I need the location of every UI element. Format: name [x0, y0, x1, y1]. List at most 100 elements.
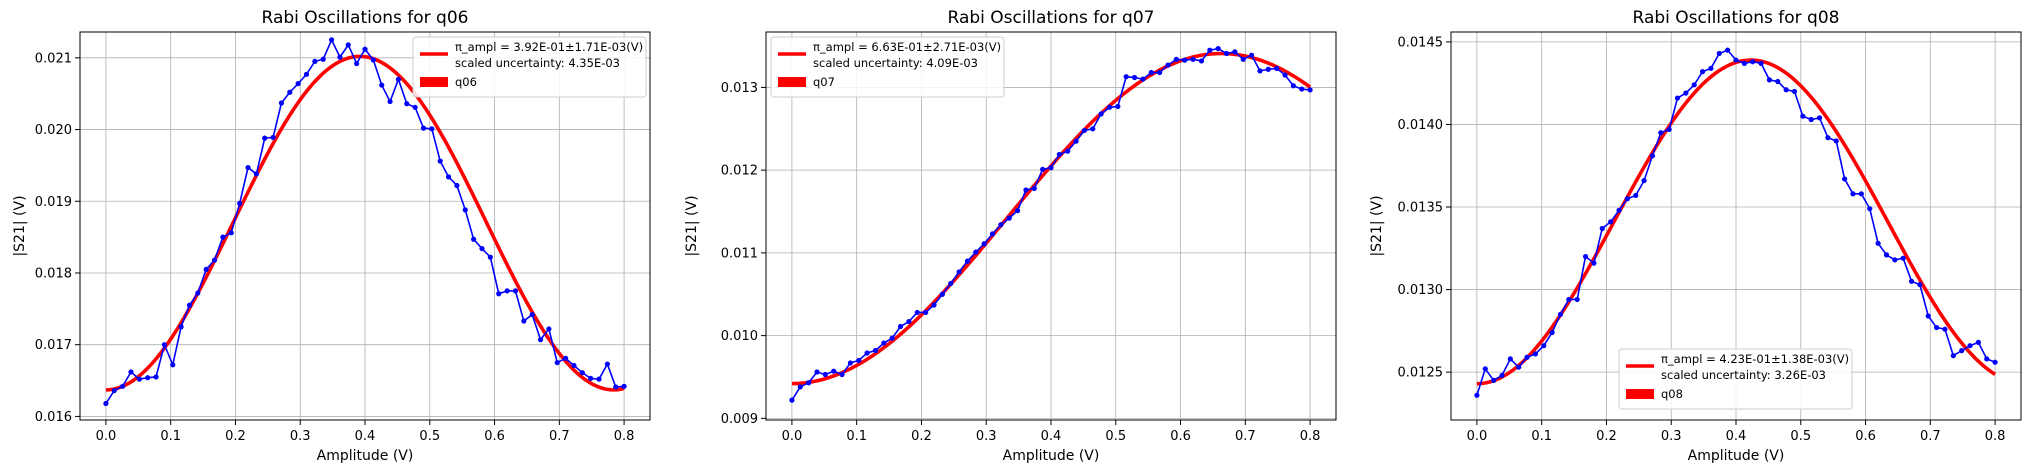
x-tick-label: 0.6	[1170, 429, 1191, 444]
data-point	[989, 231, 996, 237]
x-tick-label: 0.0	[782, 429, 803, 444]
data-point	[420, 125, 427, 131]
data-point	[312, 58, 318, 65]
data-point	[1131, 74, 1138, 81]
data-point	[1115, 103, 1121, 110]
data-point	[1182, 57, 1188, 63]
data-point	[1691, 82, 1697, 88]
legend-uncertainty-label: scaled uncertainty: 4.35E-03	[455, 56, 620, 70]
data-point	[1048, 165, 1054, 171]
data-point	[1758, 60, 1764, 66]
data-point	[806, 380, 812, 386]
data-point	[797, 384, 803, 390]
data-point	[906, 318, 912, 325]
data-point	[1474, 392, 1480, 398]
data-point	[1157, 69, 1163, 76]
data-point	[1574, 296, 1580, 303]
data-point	[1482, 366, 1488, 372]
data-point	[1633, 192, 1639, 199]
data-point	[1875, 240, 1881, 246]
legend-data-label: q08	[1661, 387, 1683, 401]
data-point	[856, 357, 862, 364]
data-point	[613, 384, 619, 390]
x-tick-label: 0.5	[419, 429, 440, 444]
data-point	[1249, 52, 1255, 58]
data-point	[1992, 359, 1998, 365]
data-point	[1725, 47, 1731, 53]
data-point	[1557, 311, 1564, 317]
data-point	[1549, 329, 1555, 336]
data-point	[387, 98, 393, 105]
data-point	[1984, 356, 1990, 362]
data-point	[362, 46, 368, 52]
legend-box	[1618, 348, 1853, 410]
data-point	[220, 234, 226, 240]
x-tick-label: 0.2	[911, 429, 932, 444]
data-point	[1716, 50, 1722, 57]
chart-title: Rabi Oscillations for q08	[1633, 8, 1840, 28]
data-point	[1599, 225, 1605, 232]
x-tick-label: 0.2	[225, 429, 246, 444]
data-point	[1591, 260, 1597, 266]
fit-curve	[105, 54, 625, 392]
data-point	[1257, 68, 1263, 74]
data-point	[847, 360, 853, 366]
data-point	[822, 371, 828, 378]
legend-data-label: q07	[813, 75, 835, 89]
data-point	[120, 383, 126, 389]
chart-panel-3: 0.0 0.1 0.2 0.3 0.4 0.5 0.6 0.7 0.8 0.0125 0.0130 0…	[1369, 8, 2022, 464]
data-point	[1031, 185, 1037, 191]
data-point	[303, 71, 310, 77]
data-point	[1800, 113, 1806, 119]
data-point	[1791, 88, 1798, 95]
x-tick-label: 0.3	[1661, 429, 1682, 444]
data-point	[571, 362, 577, 369]
data-point	[914, 309, 920, 316]
data-point	[437, 158, 443, 164]
data-point	[956, 269, 962, 275]
data-point	[1892, 257, 1898, 263]
data-point	[897, 323, 904, 330]
data-point	[1775, 78, 1781, 85]
data-point	[1766, 77, 1773, 83]
data-point	[320, 56, 326, 62]
data-point	[1683, 90, 1689, 96]
y-tick-label: 0.0145	[1398, 35, 1444, 50]
y-axis-label: |S21| (V)	[684, 195, 700, 256]
data-point	[1816, 115, 1823, 121]
x-axis-label: Amplitude (V)	[1003, 448, 1100, 464]
data-point	[1975, 339, 1981, 345]
data-point	[1081, 127, 1088, 134]
data-point	[1123, 74, 1129, 80]
data-point	[404, 101, 410, 107]
y-tick-label: 0.0135	[1398, 201, 1444, 216]
y-tick-label: 0.019	[35, 195, 72, 210]
x-tick-label: 0.4	[1041, 429, 1062, 444]
data-point	[1516, 364, 1522, 370]
data-point	[479, 245, 485, 252]
data-point	[537, 337, 544, 343]
data-point	[1959, 348, 1965, 354]
data-point	[1507, 356, 1513, 362]
legend-uncertainty-label: scaled uncertainty: 3.26E-03	[1661, 368, 1826, 382]
x-tick-label: 0.7	[1235, 429, 1256, 444]
data-point	[604, 361, 610, 367]
data-point	[1274, 65, 1280, 72]
x-tick-label: 0.8	[1985, 429, 2006, 444]
legend-fit-label: π_ampl = 4.23E-01±1.38E-03(V)	[1661, 352, 1849, 366]
x-tick-label: 0.3	[976, 429, 997, 444]
data-point	[1023, 187, 1029, 193]
data-point	[1708, 65, 1714, 71]
y-tick-label: 0.016	[35, 410, 72, 425]
data-point	[1674, 95, 1681, 101]
x-tick-label: 0.4	[1726, 429, 1747, 444]
data-point	[445, 174, 452, 180]
data-point	[1491, 377, 1497, 383]
y-tick-label: 0.0125	[1398, 366, 1444, 381]
data-point	[1950, 353, 1956, 359]
data-point	[923, 309, 929, 316]
legend-box	[412, 36, 647, 98]
data-point	[337, 54, 343, 60]
data-point	[931, 302, 937, 308]
legend-box	[770, 36, 1005, 98]
